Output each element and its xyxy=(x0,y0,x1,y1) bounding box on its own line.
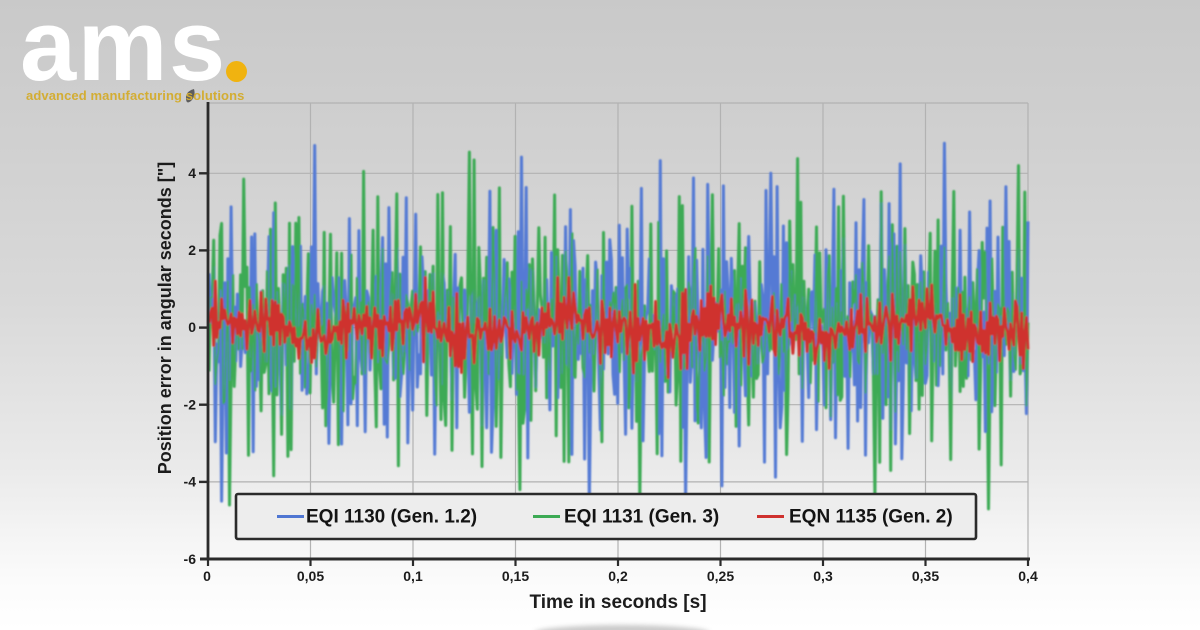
svg-text:0,35: 0,35 xyxy=(912,568,939,584)
svg-text:0: 0 xyxy=(203,568,211,584)
svg-text:Time in seconds [s]: Time in seconds [s] xyxy=(529,592,706,613)
svg-text:0,05: 0,05 xyxy=(297,568,324,584)
svg-text:EQN 1135 (Gen. 2): EQN 1135 (Gen. 2) xyxy=(789,507,953,528)
svg-text:4: 4 xyxy=(188,165,196,181)
svg-text:0,25: 0,25 xyxy=(707,568,734,584)
svg-text:EQI 1130 (Gen. 1.2): EQI 1130 (Gen. 1.2) xyxy=(306,507,477,528)
svg-text:Position error in angular seco: Position error in angular seconds ["] xyxy=(155,162,175,475)
svg-text:0,1: 0,1 xyxy=(403,568,423,584)
svg-text:-4: -4 xyxy=(184,474,197,490)
svg-text:EQI 1131 (Gen. 3): EQI 1131 (Gen. 3) xyxy=(564,507,719,528)
svg-text:0: 0 xyxy=(188,319,196,335)
svg-text:0,4: 0,4 xyxy=(1018,568,1038,584)
svg-text:2: 2 xyxy=(188,242,196,258)
svg-text:0,2: 0,2 xyxy=(608,568,628,584)
svg-text:-2: -2 xyxy=(184,397,197,413)
svg-text:-6: -6 xyxy=(184,551,197,567)
svg-text:0,3: 0,3 xyxy=(813,568,833,584)
svg-text:0,15: 0,15 xyxy=(502,568,529,584)
